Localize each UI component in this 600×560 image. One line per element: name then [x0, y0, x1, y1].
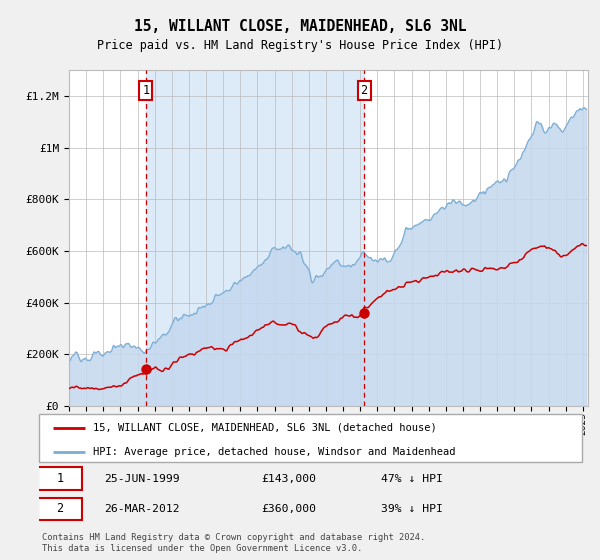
Text: 15, WILLANT CLOSE, MAIDENHEAD, SL6 3NL: 15, WILLANT CLOSE, MAIDENHEAD, SL6 3NL: [134, 20, 466, 34]
Text: HPI: Average price, detached house, Windsor and Maidenhead: HPI: Average price, detached house, Wind…: [94, 446, 456, 456]
Text: 1: 1: [56, 472, 64, 486]
Text: £360,000: £360,000: [262, 504, 317, 514]
Text: 39% ↓ HPI: 39% ↓ HPI: [381, 504, 443, 514]
Text: 1: 1: [142, 84, 149, 97]
Text: Price paid vs. HM Land Registry's House Price Index (HPI): Price paid vs. HM Land Registry's House …: [97, 39, 503, 53]
FancyBboxPatch shape: [38, 467, 82, 490]
Text: 2: 2: [361, 84, 368, 97]
Text: 25-JUN-1999: 25-JUN-1999: [104, 474, 180, 484]
Text: £143,000: £143,000: [262, 474, 317, 484]
Bar: [146, 70, 364, 406]
Text: 2: 2: [56, 502, 64, 516]
Text: 15, WILLANT CLOSE, MAIDENHEAD, SL6 3NL (detached house): 15, WILLANT CLOSE, MAIDENHEAD, SL6 3NL (…: [94, 423, 437, 433]
FancyBboxPatch shape: [38, 497, 82, 520]
FancyBboxPatch shape: [39, 414, 582, 462]
Text: 47% ↓ HPI: 47% ↓ HPI: [381, 474, 443, 484]
Text: 26-MAR-2012: 26-MAR-2012: [104, 504, 180, 514]
Text: Contains HM Land Registry data © Crown copyright and database right 2024.
This d: Contains HM Land Registry data © Crown c…: [42, 534, 425, 553]
